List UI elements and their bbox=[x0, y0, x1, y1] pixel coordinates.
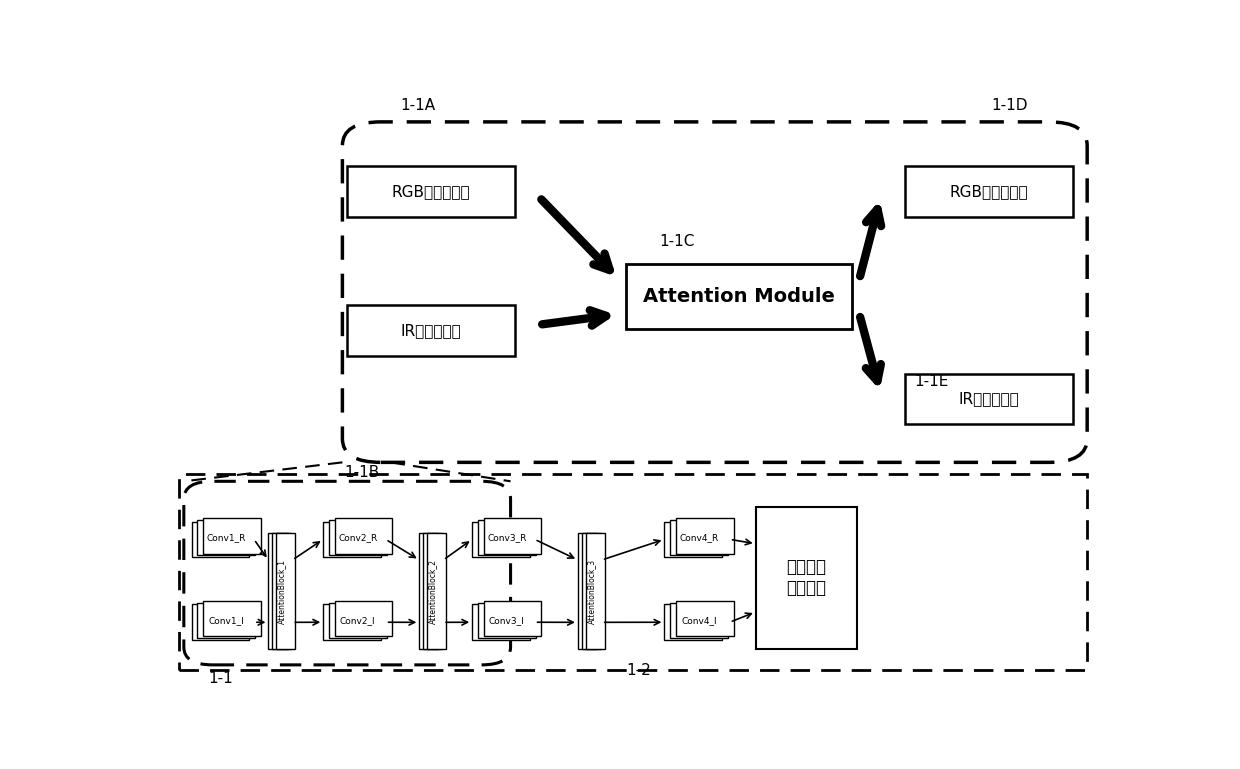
Text: Conv4_I: Conv4_I bbox=[681, 616, 717, 625]
Bar bbox=[197, 603, 255, 638]
Bar bbox=[179, 474, 1087, 670]
Bar bbox=[755, 507, 857, 649]
Bar bbox=[676, 601, 734, 637]
Bar bbox=[665, 521, 722, 557]
Bar bbox=[335, 518, 392, 554]
Bar bbox=[324, 604, 381, 640]
Bar bbox=[347, 166, 516, 217]
Bar bbox=[324, 521, 381, 557]
Text: 1-1D: 1-1D bbox=[991, 98, 1028, 113]
Text: Conv3_I: Conv3_I bbox=[489, 616, 525, 625]
Text: AttentionBlock_1: AttentionBlock_1 bbox=[278, 558, 286, 624]
Bar bbox=[191, 604, 249, 640]
Bar bbox=[578, 534, 596, 649]
Bar bbox=[484, 518, 542, 554]
Bar bbox=[477, 520, 536, 555]
Bar bbox=[670, 603, 728, 638]
Bar bbox=[472, 521, 529, 557]
Bar bbox=[477, 603, 536, 638]
Text: Conv2_R: Conv2_R bbox=[339, 533, 377, 542]
Bar bbox=[335, 601, 392, 637]
Bar bbox=[347, 305, 516, 356]
Bar bbox=[203, 601, 260, 637]
Text: 第一特征
融合单元: 第一特征 融合单元 bbox=[786, 558, 826, 598]
Text: 1-1B: 1-1B bbox=[345, 465, 379, 481]
Text: 1-1C: 1-1C bbox=[660, 235, 694, 249]
Bar bbox=[329, 520, 387, 555]
Text: 1-1E: 1-1E bbox=[914, 374, 949, 388]
Text: Conv2_I: Conv2_I bbox=[340, 616, 376, 625]
Bar bbox=[665, 604, 722, 640]
Text: RGB流输出单元: RGB流输出单元 bbox=[950, 184, 1028, 199]
Bar bbox=[905, 374, 1073, 424]
Bar bbox=[191, 521, 249, 557]
Bar bbox=[427, 534, 446, 649]
Bar bbox=[472, 604, 529, 640]
Bar bbox=[582, 534, 601, 649]
Bar bbox=[329, 603, 387, 638]
Text: Conv1_I: Conv1_I bbox=[208, 616, 244, 625]
Text: 1-1: 1-1 bbox=[208, 671, 233, 686]
Bar bbox=[676, 518, 734, 554]
Text: 1-1A: 1-1A bbox=[401, 98, 435, 113]
Bar bbox=[273, 534, 291, 649]
Text: Attention Module: Attention Module bbox=[642, 287, 835, 306]
Text: AttentionBlock_3: AttentionBlock_3 bbox=[587, 558, 595, 624]
Text: AttentionBlock_2: AttentionBlock_2 bbox=[428, 558, 438, 624]
Bar bbox=[905, 166, 1073, 217]
Bar bbox=[626, 264, 852, 329]
Bar bbox=[277, 534, 295, 649]
Bar bbox=[484, 601, 542, 637]
Text: RGB流输入单元: RGB流输入单元 bbox=[392, 184, 471, 199]
Bar bbox=[419, 534, 439, 649]
Bar bbox=[585, 534, 605, 649]
Text: 1-2: 1-2 bbox=[626, 664, 651, 678]
Text: IR流输入单元: IR流输入单元 bbox=[401, 323, 461, 338]
Bar bbox=[423, 534, 443, 649]
Bar bbox=[203, 518, 260, 554]
Bar bbox=[670, 520, 728, 555]
Text: Conv1_R: Conv1_R bbox=[206, 533, 246, 542]
Text: Conv3_R: Conv3_R bbox=[487, 533, 527, 542]
Text: Conv4_R: Conv4_R bbox=[680, 533, 718, 542]
Bar bbox=[268, 534, 288, 649]
Bar bbox=[197, 520, 255, 555]
Text: IR流输出单元: IR流输出单元 bbox=[959, 391, 1019, 406]
